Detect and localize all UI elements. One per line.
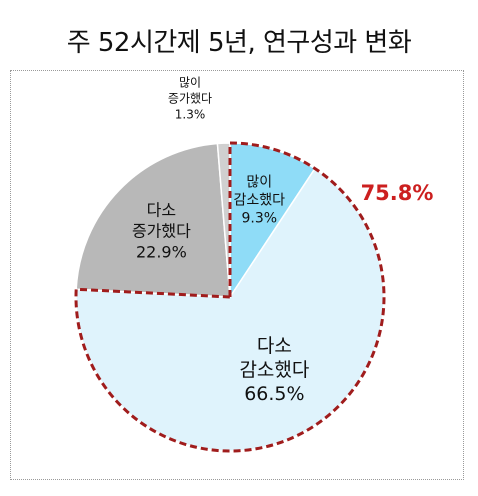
- slice-value-label: 1.3%: [175, 108, 206, 122]
- slice-label-line: 다소: [147, 200, 176, 219]
- slice-label-line: 많이: [179, 76, 201, 90]
- slice-label-line: 많이: [246, 175, 272, 191]
- slice-label-line: 다소: [257, 335, 292, 357]
- chart-title: 주 52시간제 5년, 연구성과 변화: [66, 28, 412, 58]
- pie-slice-2: [75, 142, 231, 298]
- slice-value-label: 9.3%: [242, 211, 278, 227]
- pie-slice-3: [216, 142, 231, 298]
- slice-value-label: 22.9%: [136, 242, 187, 261]
- decrease-group-outline: [74, 141, 386, 453]
- slice-label-line: 감소했다: [239, 359, 309, 381]
- slice-value-label: 66.5%: [244, 383, 304, 405]
- group-annotation-label: 75.8%: [361, 181, 434, 205]
- chart-frame: [10, 70, 464, 480]
- slice-label-line: 감소했다: [234, 193, 286, 209]
- slice-label-line: 증가했다: [168, 92, 212, 106]
- slice-label-line: 증가했다: [132, 221, 191, 240]
- slice-label-1: 다소 감소했다 66.5%: [239, 335, 309, 405]
